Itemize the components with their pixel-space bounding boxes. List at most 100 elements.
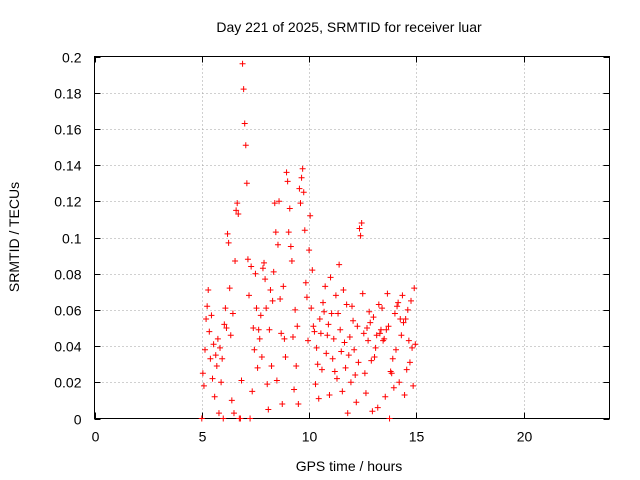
- data-point: [376, 330, 383, 337]
- data-point: [353, 399, 360, 406]
- data-point: [220, 415, 227, 422]
- data-point: [336, 261, 343, 268]
- data-point: [204, 303, 211, 310]
- data-point: [355, 359, 362, 366]
- data-point: [286, 205, 293, 212]
- data-point: [311, 328, 318, 335]
- data-point: [392, 346, 399, 353]
- data-point: [411, 285, 418, 292]
- data-point: [408, 297, 415, 304]
- data-points: [198, 60, 419, 422]
- data-point: [297, 200, 304, 207]
- data-point: [256, 335, 263, 342]
- data-point: [263, 305, 270, 312]
- data-point: [218, 379, 225, 386]
- data-point: [249, 388, 256, 395]
- data-point: [340, 286, 347, 293]
- y-tick-label: 0.04: [54, 339, 81, 355]
- data-point: [391, 310, 398, 317]
- data-point: [316, 315, 323, 322]
- data-point: [379, 305, 386, 312]
- data-point: [306, 247, 313, 254]
- data-point: [338, 348, 345, 355]
- data-point: [308, 305, 315, 312]
- axis-ticks: 0 0.02 0.04 0.06 0.08 0.1 0.12 0.14 0.16 0.18 0.2 0…: [54, 50, 610, 445]
- data-point: [402, 315, 409, 322]
- data-point: [356, 225, 363, 232]
- y-tick-label: 0.1: [62, 231, 82, 247]
- data-point: [230, 410, 237, 417]
- data-point: [251, 346, 258, 353]
- y-tick-label: 0: [74, 412, 82, 428]
- data-point: [247, 415, 254, 422]
- data-point: [350, 317, 357, 324]
- data-point: [394, 303, 401, 310]
- data-point: [234, 200, 241, 207]
- data-point: [390, 384, 397, 391]
- data-point: [241, 120, 248, 127]
- data-point: [281, 335, 288, 342]
- data-point: [235, 210, 242, 217]
- grid-lines: [94, 56, 610, 419]
- data-point: [344, 410, 351, 417]
- data-point: [223, 325, 230, 331]
- data-point: [326, 391, 333, 398]
- data-point: [307, 212, 314, 219]
- data-point: [310, 323, 317, 330]
- data-point: [400, 319, 407, 326]
- data-point: [367, 319, 374, 326]
- data-point: [322, 283, 329, 290]
- data-point: [225, 239, 232, 246]
- data-point: [277, 296, 284, 303]
- data-point: [366, 308, 373, 315]
- data-point: [349, 303, 355, 310]
- data-point: [320, 299, 327, 306]
- data-point: [313, 344, 320, 351]
- data-point: [354, 323, 361, 330]
- y-tick-label: 0.18: [54, 86, 81, 102]
- data-point: [229, 310, 236, 317]
- x-tick-label: 20: [517, 429, 533, 445]
- data-point: [397, 315, 404, 322]
- data-point: [410, 382, 417, 389]
- data-point: [368, 357, 375, 364]
- data-point: [226, 285, 233, 292]
- y-tick-label: 0.02: [54, 375, 81, 391]
- y-tick-label: 0.14: [54, 158, 81, 174]
- data-point: [291, 386, 298, 393]
- data-point: [369, 408, 376, 415]
- data-point: [337, 326, 344, 333]
- data-point: [370, 314, 377, 321]
- data-point: [362, 390, 369, 397]
- data-point: [257, 312, 264, 319]
- data-point: [243, 180, 250, 187]
- data-point: [211, 393, 218, 400]
- data-point: [388, 370, 395, 377]
- data-point: [212, 352, 219, 359]
- data-point: [323, 350, 330, 357]
- data-point: [271, 200, 278, 207]
- data-point: [403, 366, 410, 373]
- data-point: [302, 279, 309, 286]
- data-point: [279, 401, 286, 408]
- data-point: [273, 377, 280, 384]
- data-point: [203, 315, 210, 322]
- y-axis-label: SRMTID / TECUs: [6, 182, 22, 292]
- data-point: [242, 142, 249, 149]
- data-point: [210, 341, 217, 348]
- data-point: [294, 323, 301, 330]
- data-point: [259, 265, 266, 272]
- data-point: [351, 346, 358, 353]
- data-point: [406, 359, 413, 366]
- data-point: [327, 274, 334, 281]
- data-point: [343, 301, 350, 308]
- data-point: [295, 401, 302, 408]
- data-point: [252, 270, 259, 277]
- data-point: [314, 361, 321, 368]
- data-point: [278, 330, 285, 337]
- data-point: [382, 393, 389, 400]
- data-point: [301, 227, 308, 234]
- data-point: [381, 335, 388, 342]
